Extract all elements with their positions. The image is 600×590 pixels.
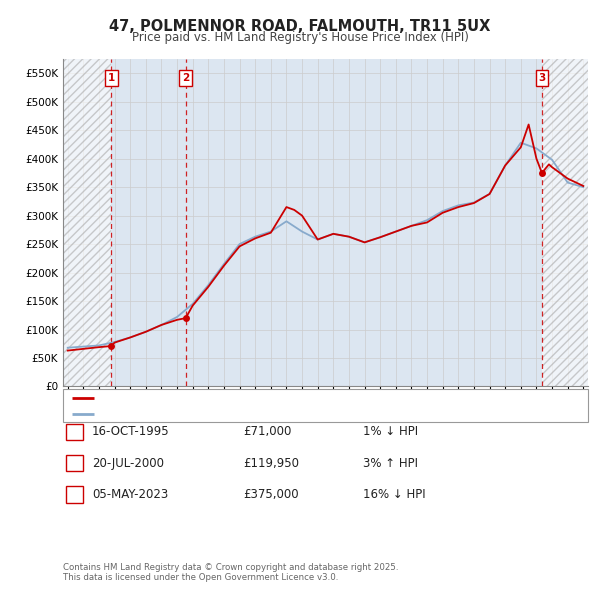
Text: 47, POLMENNOR ROAD, FALMOUTH, TR11 5UX (detached house): 47, POLMENNOR ROAD, FALMOUTH, TR11 5UX (… (97, 394, 433, 404)
Text: 05-MAY-2023: 05-MAY-2023 (92, 488, 168, 501)
Text: £119,950: £119,950 (243, 457, 299, 470)
Text: 16-OCT-1995: 16-OCT-1995 (92, 425, 169, 438)
Text: 3: 3 (538, 73, 545, 83)
Text: 2: 2 (71, 458, 78, 468)
Text: 20-JUL-2000: 20-JUL-2000 (92, 457, 164, 470)
Text: 2: 2 (182, 73, 189, 83)
Text: Contains HM Land Registry data © Crown copyright and database right 2025.
This d: Contains HM Land Registry data © Crown c… (63, 563, 398, 582)
Text: 1: 1 (71, 427, 78, 437)
Text: 3: 3 (71, 490, 78, 499)
Bar (542, 59, 588, 386)
Bar (63, 59, 112, 386)
Text: £71,000: £71,000 (243, 425, 292, 438)
Text: 47, POLMENNOR ROAD, FALMOUTH, TR11 5UX: 47, POLMENNOR ROAD, FALMOUTH, TR11 5UX (109, 19, 491, 34)
Text: 3% ↑ HPI: 3% ↑ HPI (363, 457, 418, 470)
Text: 16% ↓ HPI: 16% ↓ HPI (363, 488, 425, 501)
Text: £375,000: £375,000 (243, 488, 299, 501)
Text: 1: 1 (108, 73, 115, 83)
Text: Price paid vs. HM Land Registry's House Price Index (HPI): Price paid vs. HM Land Registry's House … (131, 31, 469, 44)
Text: HPI: Average price, detached house, Cornwall: HPI: Average price, detached house, Corn… (97, 409, 335, 419)
Text: 1% ↓ HPI: 1% ↓ HPI (363, 425, 418, 438)
